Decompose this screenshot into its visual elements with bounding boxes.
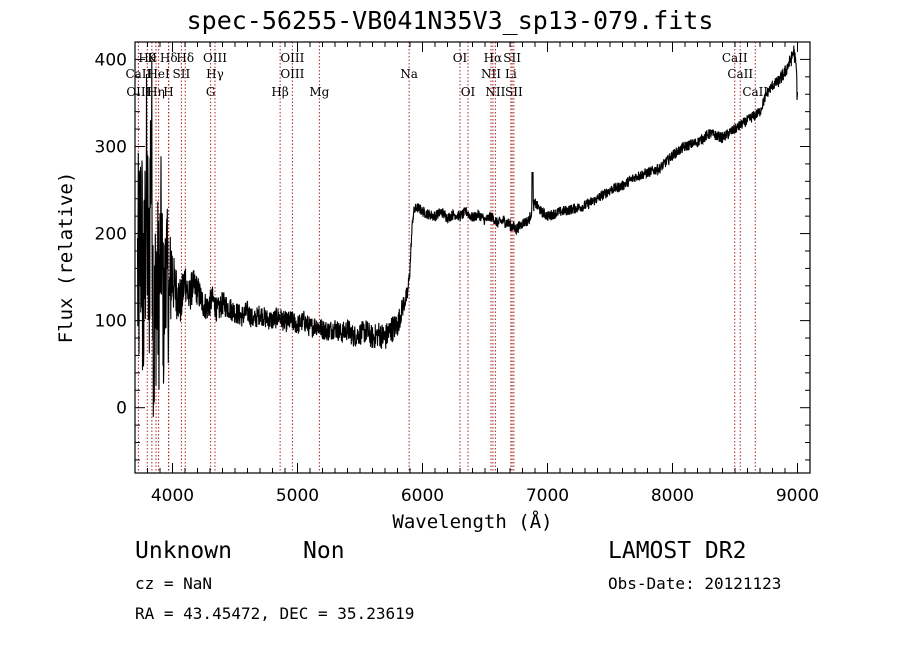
line-label: Na [400,67,418,81]
line-label: Hδ [176,51,194,65]
line-label: Hγ [206,67,224,81]
line-label: Li [505,67,517,81]
line-label: CaII [722,51,748,65]
line-label: Mg [309,85,329,99]
survey-name: LAMOST DR2 [608,538,747,564]
x-axis: 4000 5000 6000 7000 8000 9000 [134,42,819,506]
plot-frame [134,41,811,474]
y-tick-label: 400 [95,50,127,70]
line-label: OI [461,85,476,99]
line-label: OI [453,51,468,65]
y-axis: 0 100 200 300 400 [95,41,810,461]
x-tick-label: 8000 [651,486,694,506]
y-tick-label: 0 [116,399,127,419]
line-label: OIII [280,67,304,81]
line-label: K [147,51,157,65]
line-label: CaII [727,67,753,81]
chart-title: spec-56255-VB041N35V3_sp13-079.fits [186,6,714,35]
x-tick-label: 5000 [276,486,319,506]
y-tick-label: 300 [95,137,127,157]
coordinates: RA = 43.45472, DEC = 35.23619 [135,604,415,623]
x-axis-label: Wavelength (Å) [392,510,552,533]
line-label: G [206,85,216,99]
line-label: H [163,85,173,99]
line-label: OIII [203,51,227,65]
line-label: SII [173,67,191,81]
x-tick-label: 7000 [526,486,569,506]
line-label: SII [503,51,521,65]
line-label: SII [505,85,523,99]
x-tick-label: 4000 [151,486,194,506]
line-label: Hη [147,85,165,99]
x-tick-label: 6000 [401,486,444,506]
y-tick-label: 200 [95,225,127,245]
redshift-cz: cz = NaN [135,574,213,593]
line-label: Hβ [271,85,288,99]
line-label: CaII [125,67,151,81]
line-label: OIII [126,85,150,99]
line-label: NII [481,67,501,81]
x-tick-label: 9000 [776,486,819,506]
object-class: Unknown [135,538,232,564]
object-subclass: Non [303,538,345,564]
observation-date: Obs-Date: 20121123 [608,574,782,593]
line-label: OIII [280,51,304,65]
line-markers [137,42,756,473]
line-label: Hδ [160,51,178,65]
y-axis-label: Flux (relative) [55,172,77,344]
spectrum-series [136,45,799,417]
y-tick-label: 100 [95,312,127,332]
line-label: NII [485,85,505,99]
line-label: HeI [147,67,170,81]
line-label: Hα [484,51,503,65]
line-label: CaII [742,85,768,99]
